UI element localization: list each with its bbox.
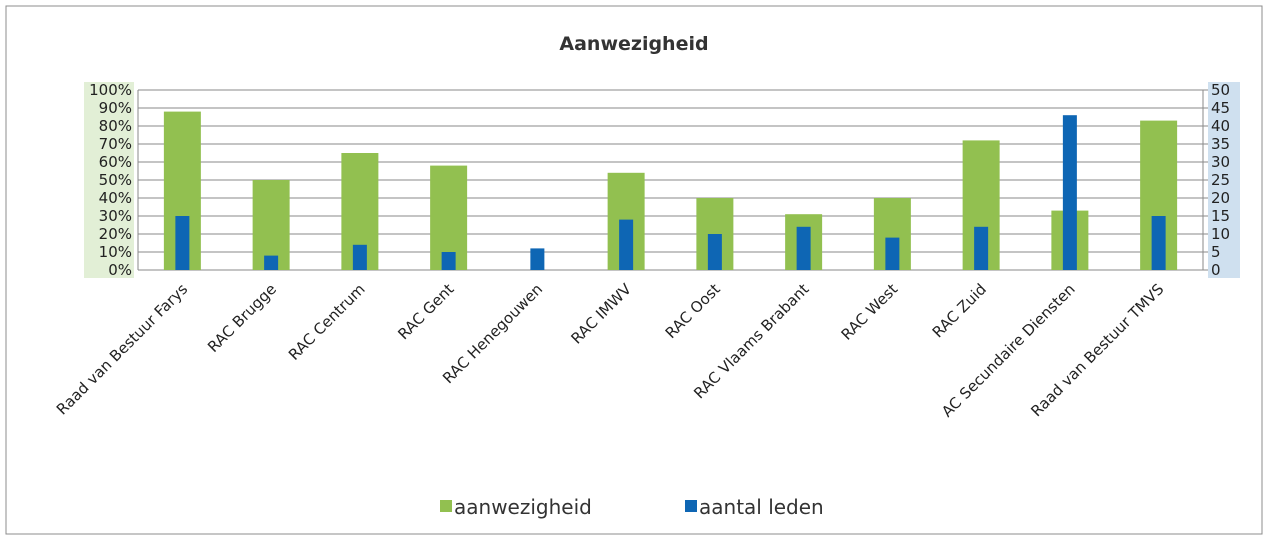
- bar: [974, 226, 989, 270]
- y-tick-label: 40%: [99, 189, 132, 207]
- y2-tick-label: 35: [1211, 135, 1230, 153]
- y-tick-label: 100%: [89, 81, 132, 99]
- bar: [441, 252, 456, 270]
- chart-title: Aanwezigheid: [559, 33, 708, 55]
- y-axis-label-bg: [84, 82, 134, 278]
- y-tick-label: 60%: [99, 153, 132, 171]
- legend-label: aanwezigheid: [454, 495, 592, 519]
- bar: [530, 248, 545, 270]
- legend-label: aantal leden: [699, 495, 824, 519]
- y-tick-label: 20%: [99, 225, 132, 243]
- y2-axis-label-bg: [1208, 82, 1240, 278]
- y-tick-label: 10%: [99, 243, 132, 261]
- bar: [1062, 115, 1077, 270]
- bar: [619, 219, 634, 270]
- y2-tick-label: 45: [1211, 99, 1230, 117]
- y-tick-label: 0%: [108, 261, 132, 279]
- y-tick-label: 80%: [99, 117, 132, 135]
- bar: [252, 180, 290, 270]
- bar: [1151, 216, 1166, 270]
- bar: [796, 226, 811, 270]
- legend-swatch: [685, 500, 697, 512]
- y2-tick-label: 25: [1211, 171, 1230, 189]
- y2-tick-label: 10: [1211, 225, 1230, 243]
- y2-tick-label: 50: [1211, 81, 1230, 99]
- y2-tick-label: 0: [1211, 261, 1221, 279]
- legend-swatch: [440, 500, 452, 512]
- y-tick-label: 30%: [99, 207, 132, 225]
- y2-tick-label: 5: [1211, 243, 1221, 261]
- y2-tick-label: 20: [1211, 189, 1230, 207]
- y-tick-label: 70%: [99, 135, 132, 153]
- bar: [885, 237, 900, 270]
- y2-tick-label: 15: [1211, 207, 1230, 225]
- y-tick-label: 50%: [99, 171, 132, 189]
- bar: [264, 255, 279, 270]
- y2-tick-label: 40: [1211, 117, 1230, 135]
- bar: [352, 244, 367, 270]
- y2-tick-label: 30: [1211, 153, 1230, 171]
- y-tick-label: 90%: [99, 99, 132, 117]
- bar: [707, 234, 722, 270]
- bar: [175, 216, 190, 270]
